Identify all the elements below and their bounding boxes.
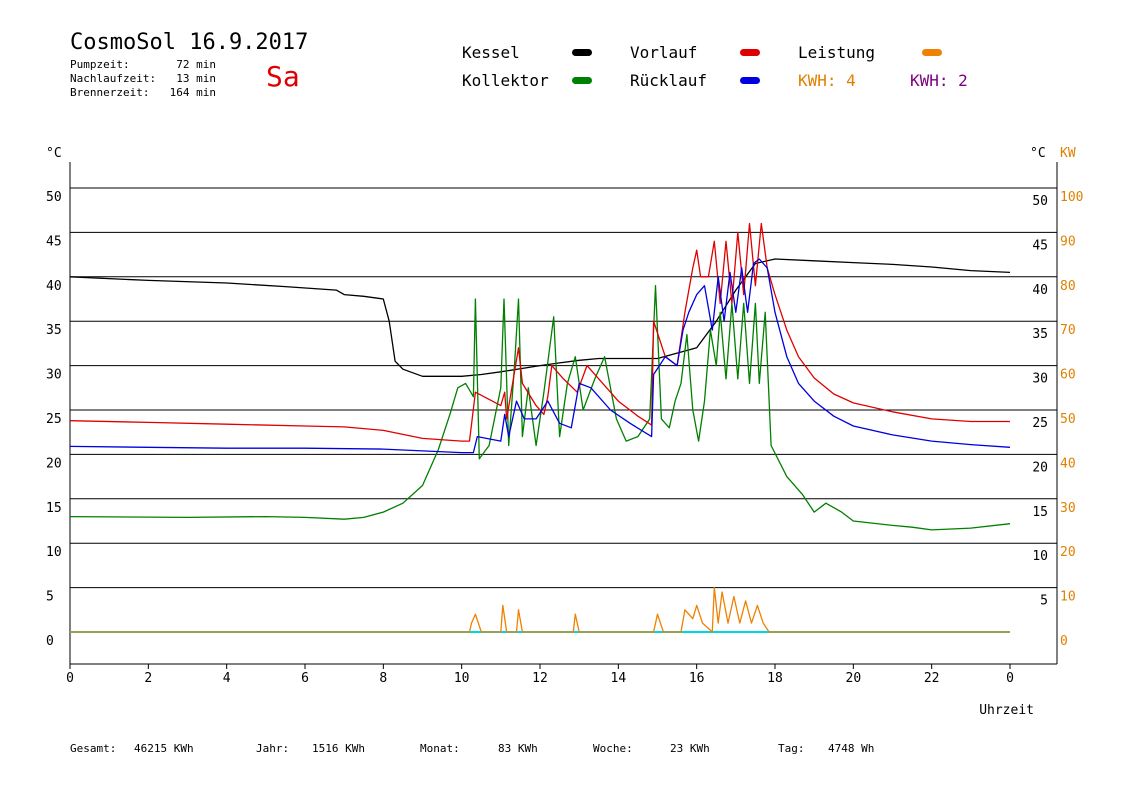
legend-swatch-ruecklauf (740, 77, 760, 84)
x-tick-label: 0 (66, 671, 74, 686)
legend-swatch-vorlauf (740, 49, 760, 56)
left-tick-label: 45 (46, 234, 62, 249)
legend-label-leistung: Leistung (798, 43, 876, 62)
right-tick-label-kw: 100 (1060, 190, 1083, 205)
right-tick-label-kw: 50 (1060, 412, 1076, 427)
x-tick-label: 0 (1006, 671, 1014, 686)
x-tick-label: 4 (223, 671, 231, 686)
right-tick-label-kw: 10 (1060, 590, 1076, 605)
stat-value-nachlaufzeit: 13 min (176, 72, 216, 85)
series-line-ruecklauf (69, 258, 1011, 454)
right-tick-label-c: 25 (1032, 416, 1048, 431)
x-axis-label: Uhrzeit (979, 703, 1034, 718)
series-line-leistung (70, 586, 1010, 633)
page-title: CosmoSol 16.9.2017 (70, 30, 309, 55)
x-tick-label: 14 (611, 671, 627, 686)
legend-swatch-kessel (572, 49, 592, 56)
right-tick-label-c: 50 (1032, 194, 1048, 209)
x-tick-label: 8 (379, 671, 387, 686)
footer-label-tag: Tag: (778, 742, 805, 755)
right-tick-label-kw: 70 (1060, 323, 1076, 338)
legend-label-kollektor: Kollektor (462, 71, 549, 90)
right-tick-label-kw: 40 (1060, 456, 1076, 471)
footer-label-jahr: Jahr: (256, 742, 290, 755)
right-tick-label-c: 40 (1032, 283, 1048, 298)
right-tick-label-kw: 90 (1060, 234, 1076, 249)
x-tick-label: 6 (301, 671, 309, 686)
footer-value-jahr: 1516 KWh (312, 742, 365, 755)
right-tick-label-c: 15 (1032, 505, 1048, 520)
footer-value-woche: 23 KWh (670, 742, 710, 755)
stat-value-brennerzeit: 164 min (169, 86, 216, 99)
legend-label-vorlauf: Vorlauf (630, 43, 698, 62)
series-line-vorlauf (69, 222, 1010, 442)
kwh-solar-label: KWH: 4 (798, 71, 856, 90)
x-tick-label: 18 (767, 671, 783, 686)
footer-label-gesamt: Gesamt: (70, 742, 117, 755)
left-tick-label: 35 (46, 323, 62, 338)
weekday-label: Sa (266, 60, 300, 93)
stat-label-pumpzeit: Pumpzeit: (70, 58, 130, 71)
footer-value-gesamt: 46215 KWh (134, 742, 194, 755)
x-tick-label: 16 (689, 671, 705, 686)
legend-swatch-leistung (922, 49, 942, 56)
right-tick-label-kw: 30 (1060, 501, 1076, 516)
left-tick-label: 50 (46, 190, 62, 205)
stat-value-pumpzeit: 72 min (176, 58, 216, 71)
right-tick-label-kw: 0 (1060, 634, 1068, 649)
stat-label-nachlaufzeit: Nachlaufzeit: (70, 72, 157, 85)
left-tick-label: 10 (46, 545, 62, 560)
x-tick-label: 20 (846, 671, 862, 686)
right-tick-label-c: 5 (1040, 594, 1048, 609)
x-tick-label: 2 (144, 671, 152, 686)
right-tick-label-c: 10 (1032, 549, 1048, 564)
right-unit-kw-label: KW (1060, 146, 1076, 161)
left-tick-label: 30 (46, 368, 62, 383)
legend-swatch-kollektor (572, 77, 592, 84)
right-tick-label-kw: 20 (1060, 545, 1076, 560)
footer-value-monat: 83 KWh (498, 742, 538, 755)
footer-value-tag: 4748 Wh (828, 742, 875, 755)
right-tick-label-c: 20 (1032, 460, 1048, 475)
x-tick-label: 10 (454, 671, 470, 686)
x-tick-label: 22 (924, 671, 940, 686)
series-line-kollektor (69, 285, 1011, 531)
left-unit-label: °C (46, 146, 62, 161)
left-tick-label: 5 (46, 590, 54, 605)
legend-label-ruecklauf: Rücklauf (630, 71, 708, 90)
left-tick-label: 0 (46, 634, 54, 649)
right-tick-label-kw: 60 (1060, 368, 1076, 383)
kwh-heating-label: KWH: 2 (910, 71, 968, 90)
right-tick-label-c: 45 (1032, 238, 1048, 253)
left-tick-label: 20 (46, 456, 62, 471)
footer-label-woche: Woche: (593, 742, 633, 755)
right-tick-label-c: 30 (1032, 372, 1048, 387)
left-tick-label: 40 (46, 279, 62, 294)
stat-label-brennerzeit: Brennerzeit: (70, 86, 150, 99)
left-tick-label: 15 (46, 501, 62, 516)
legend-label-kessel: Kessel (462, 43, 520, 62)
left-tick-label: 25 (46, 412, 62, 427)
footer-label-monat: Monat: (420, 742, 460, 755)
right-unit-c-label: °C (1030, 146, 1046, 161)
right-tick-label-kw: 80 (1060, 279, 1076, 294)
x-tick-label: 12 (532, 671, 548, 686)
right-tick-label-c: 35 (1032, 327, 1048, 342)
series-line-kessel (69, 258, 1011, 377)
